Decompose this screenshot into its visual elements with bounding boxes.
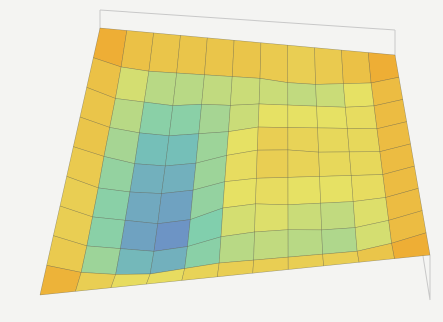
surface-patch (317, 127, 350, 153)
surface-patch (109, 98, 145, 134)
surface-patch (176, 35, 208, 75)
surface-patch (315, 83, 346, 108)
surface-patch (254, 203, 289, 233)
surface-patch (287, 176, 321, 205)
surface-patch (347, 128, 381, 153)
surface-patch (80, 245, 121, 275)
surface-patch (232, 40, 262, 79)
surface-patch (256, 149, 289, 179)
surface-patch (161, 162, 197, 194)
surface-patch (345, 105, 378, 129)
surface-patch (157, 189, 194, 224)
surface-patch (115, 248, 155, 275)
surface-patch (165, 133, 200, 167)
surface-patch (253, 229, 289, 261)
surface-patch (255, 177, 289, 205)
surface (39, 27, 431, 296)
surface-patch (230, 76, 261, 106)
surface-patch (287, 44, 316, 85)
surface-patch (143, 71, 177, 106)
surface-patch (343, 82, 375, 108)
surface-patch (168, 104, 202, 136)
surface-patch (287, 229, 323, 258)
surface-patch (153, 219, 191, 252)
surface-patch (257, 126, 289, 151)
surface-patch (115, 66, 150, 103)
surface-patch (287, 149, 320, 178)
surface-patch (224, 149, 258, 182)
surface-patch (350, 174, 386, 202)
surface-patch (391, 232, 431, 259)
surface-patch (204, 37, 235, 77)
surface-patch (92, 187, 131, 221)
surface-patch (258, 78, 289, 106)
box-edge (99, 9, 396, 31)
surface-patch (319, 175, 354, 204)
surface-patch (321, 227, 358, 255)
surface-patch (139, 101, 174, 136)
surface-patch (198, 104, 231, 134)
surface-patch (257, 103, 289, 128)
surface-patch (120, 30, 154, 72)
surface-patch (259, 42, 288, 83)
surface-patch (287, 82, 317, 107)
surface-patch (129, 163, 166, 194)
surface-patch (320, 201, 356, 231)
surface-patch (287, 104, 318, 129)
surface-patch (341, 49, 372, 84)
surface-patch (201, 74, 233, 106)
surface-patch (120, 220, 158, 252)
surface-patch (314, 47, 344, 85)
surface-patch (222, 178, 257, 209)
surface-patch (172, 72, 205, 106)
surface-patch (134, 132, 170, 167)
surface-patch (318, 151, 352, 177)
surface-patch (218, 231, 255, 264)
surface-patch (220, 203, 256, 237)
surface-patch (287, 127, 319, 153)
surface-patch (349, 151, 384, 176)
surface-patch (316, 105, 348, 129)
surface-patch (148, 32, 181, 74)
surface-patch (124, 191, 162, 224)
surface-patch (287, 202, 322, 231)
surface-patch (86, 216, 126, 249)
